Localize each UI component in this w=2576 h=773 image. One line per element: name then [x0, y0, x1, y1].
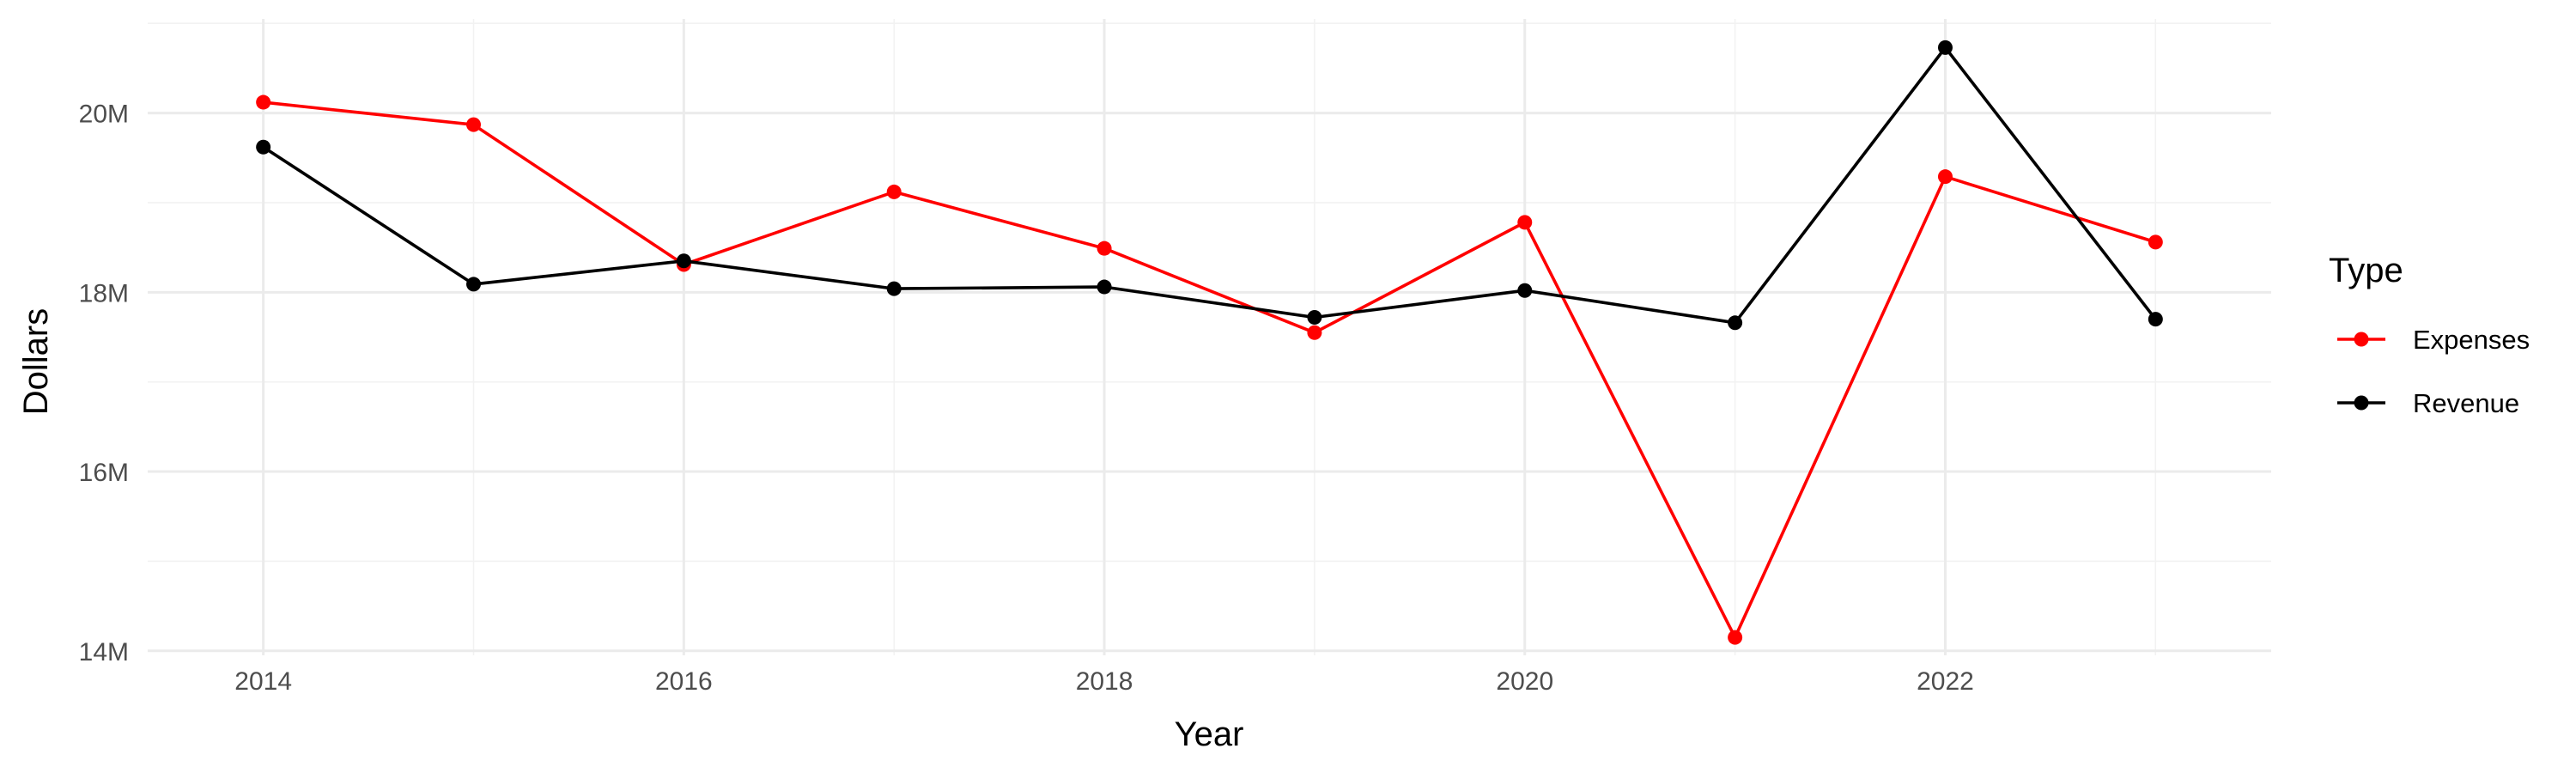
series-layer: [256, 40, 2163, 645]
legend-items: Expenses Revenue: [2337, 325, 2530, 418]
data-point-expenses: [466, 117, 482, 132]
data-point-expenses: [1307, 325, 1322, 340]
data-point-expenses: [1728, 630, 1743, 645]
data-point-revenue: [2148, 312, 2163, 327]
data-point-expenses: [886, 184, 902, 199]
legend-key-point: [2354, 395, 2369, 411]
data-point-revenue: [466, 277, 482, 292]
x-tick-label: 2018: [1076, 667, 1133, 696]
y-tick-label: 16M: [79, 459, 129, 487]
x-axis-title: Year: [1175, 715, 1244, 753]
y-axis-ticks: 14M 16M 18M 20M: [79, 100, 129, 666]
legend-item-revenue: Revenue: [2337, 388, 2519, 418]
y-tick-label: 14M: [79, 638, 129, 666]
legend-title: Type: [2329, 252, 2403, 289]
legend: Type Expenses Revenue: [2329, 252, 2530, 418]
data-point-revenue: [1728, 315, 1743, 331]
series-revenue: [256, 40, 2163, 331]
data-point-expenses: [2148, 234, 2163, 250]
series-line-revenue: [262, 46, 2157, 325]
legend-label: Expenses: [2413, 325, 2530, 355]
data-point-revenue: [1937, 40, 1953, 55]
series-line-expenses: [263, 100, 2156, 639]
x-axis-ticks: 2014 2016 2018 2020 2022: [234, 667, 1974, 696]
x-tick-label: 2020: [1496, 667, 1553, 696]
y-tick-label: 20M: [79, 100, 129, 129]
data-point-revenue: [676, 253, 691, 269]
x-tick-label: 2014: [234, 667, 292, 696]
data-point-revenue: [256, 139, 271, 155]
grid-layer: [148, 19, 2271, 655]
data-point-revenue: [886, 281, 902, 296]
y-tick-label: 18M: [79, 279, 129, 307]
y-axis-title: Dollars: [17, 308, 55, 415]
x-tick-label: 2022: [1917, 667, 1974, 696]
data-point-expenses: [1517, 215, 1533, 230]
data-point-expenses: [256, 94, 271, 110]
data-point-revenue: [1517, 283, 1533, 298]
data-point-expenses: [1937, 169, 1953, 185]
legend-label: Revenue: [2413, 388, 2519, 418]
data-point-revenue: [1307, 310, 1322, 326]
legend-key-point: [2354, 332, 2369, 347]
series-expenses: [256, 94, 2163, 645]
x-tick-label: 2016: [655, 667, 713, 696]
data-point-revenue: [1097, 279, 1112, 295]
legend-item-expenses: Expenses: [2337, 325, 2530, 355]
data-point-expenses: [1097, 240, 1112, 256]
